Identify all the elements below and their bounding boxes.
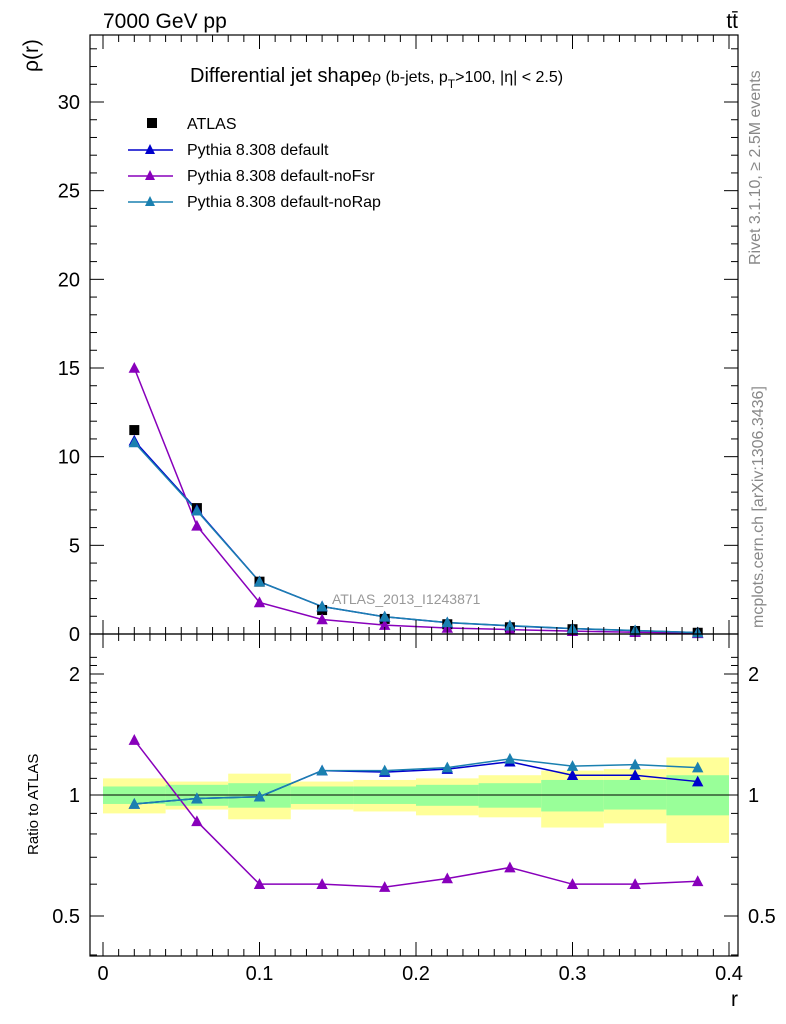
main-ytick-label: 20	[58, 269, 80, 291]
ratio-point-series-1	[379, 881, 391, 892]
x-tick-label: 0.2	[402, 963, 430, 985]
legend-label-norap: Pythia 8.308 default-noRap	[187, 194, 381, 211]
analysis-watermark: ATLAS_2013_I1243871	[332, 591, 481, 607]
main-point-atlas	[129, 425, 140, 436]
ratio-ytick-label-right: 0.5	[748, 906, 776, 928]
rivet-version-text: Rivet 3.1.10, ≥ 2.5M events	[747, 70, 764, 265]
main-point-series-3	[504, 619, 516, 631]
main-point-series-2	[316, 613, 328, 625]
ratio-point-series-2	[128, 797, 140, 809]
main-ytick-label: 15	[58, 358, 80, 380]
ratio-point-series-2	[379, 764, 391, 776]
ratio-point-series-1	[253, 878, 266, 889]
ratio-point-series-0	[692, 775, 704, 787]
ratio-ytick-label-right: 2	[748, 664, 759, 686]
header-right: tt̄	[726, 10, 738, 33]
main-point-series-2	[379, 619, 391, 630]
x-tick-label: 0	[97, 963, 108, 985]
ratio-point-series-2	[692, 761, 704, 773]
ratio-point-series-1	[191, 815, 203, 827]
legend-label-nofsr: Pythia 8.308 default-noFsr	[187, 168, 375, 185]
ratio-point-series-0	[566, 769, 579, 781]
ratio-panel: 0.5 0.5 1 1 2 2 0 0.1 0.2 0.3 0.4 Ratio to ATLAS r	[25, 633, 776, 1011]
main-point-series-2	[253, 596, 266, 608]
ratio-point-series-1	[566, 878, 579, 889]
ratio-point-series-2	[253, 790, 266, 802]
ratio-point-series-1	[629, 878, 641, 889]
legend-marker-nofsr	[145, 170, 155, 180]
main-point-series-3	[379, 610, 391, 622]
x-tick-label: 0.4	[715, 963, 743, 985]
ratio-point-series-0	[629, 769, 641, 781]
legend-marker-atlas	[147, 118, 157, 128]
ratio-point-series-1	[128, 734, 140, 745]
ratio-band-stat	[541, 779, 604, 812]
legend-marker-default	[145, 144, 155, 154]
main-ytick-label: 30	[58, 92, 80, 114]
x-tick-label: 0.1	[246, 963, 274, 985]
ratio-ylabel: Ratio to ATLAS	[25, 754, 42, 855]
main-point-series-2	[128, 362, 140, 373]
main-ytick-label: 5	[69, 535, 80, 557]
main-ytick-label: 25	[58, 181, 80, 203]
main-ytick-label: 10	[58, 447, 80, 469]
ratio-point-series-1	[692, 875, 704, 887]
ratio-point-series-2	[316, 764, 328, 776]
ratio-ytick-label-left: 1	[69, 785, 80, 807]
legend-marker-norap	[145, 196, 155, 206]
ratio-point-series-1	[441, 872, 453, 884]
ratio-point-series-1	[504, 861, 516, 873]
legend-label-atlas: ATLAS	[187, 116, 237, 133]
ratio-ytick-label-right: 1	[748, 785, 759, 807]
mcplots-text: mcplots.cern.ch [arXiv:1306.3436]	[750, 386, 767, 628]
main-point-series-3	[253, 575, 266, 587]
main-point-series-2	[191, 519, 203, 531]
legend-label-default: Pythia 8.308 default	[187, 142, 329, 159]
x-axis-label: r	[731, 988, 738, 1011]
ratio-series-line-1	[133, 739, 698, 888]
ratio-ytick-label-left: 0.5	[52, 906, 80, 928]
ratio-point-series-2	[566, 760, 579, 771]
main-point-series-3	[128, 436, 140, 448]
ratio-series-line-2	[134, 758, 698, 805]
ratio-point-series-1	[316, 878, 328, 889]
main-panel: 0 5 10 15 20 25 30 ρ(r) Differential jet shape…	[20, 34, 739, 646]
main-point-series-3	[316, 600, 328, 612]
ratio-point-series-2	[629, 758, 641, 770]
main-title: Differential jet shapeρ (b-jets, pT>100,…	[190, 65, 563, 91]
main-ytick-label: 0	[69, 624, 80, 646]
ratio-point-series-2	[441, 761, 453, 773]
ratio-point-series-2	[191, 792, 203, 804]
ratio-point-series-2	[504, 752, 516, 764]
header-left: 7000 GeV pp	[103, 10, 227, 33]
ratio-ytick-label-left: 2	[69, 664, 80, 686]
legend: ATLAS Pythia 8.308 default Pythia 8.308 …	[128, 116, 381, 211]
main-point-series-3	[441, 616, 453, 628]
x-tick-label: 0.3	[559, 963, 587, 985]
main-point-series-3	[191, 504, 203, 516]
main-ylabel: ρ(r)	[20, 39, 43, 72]
